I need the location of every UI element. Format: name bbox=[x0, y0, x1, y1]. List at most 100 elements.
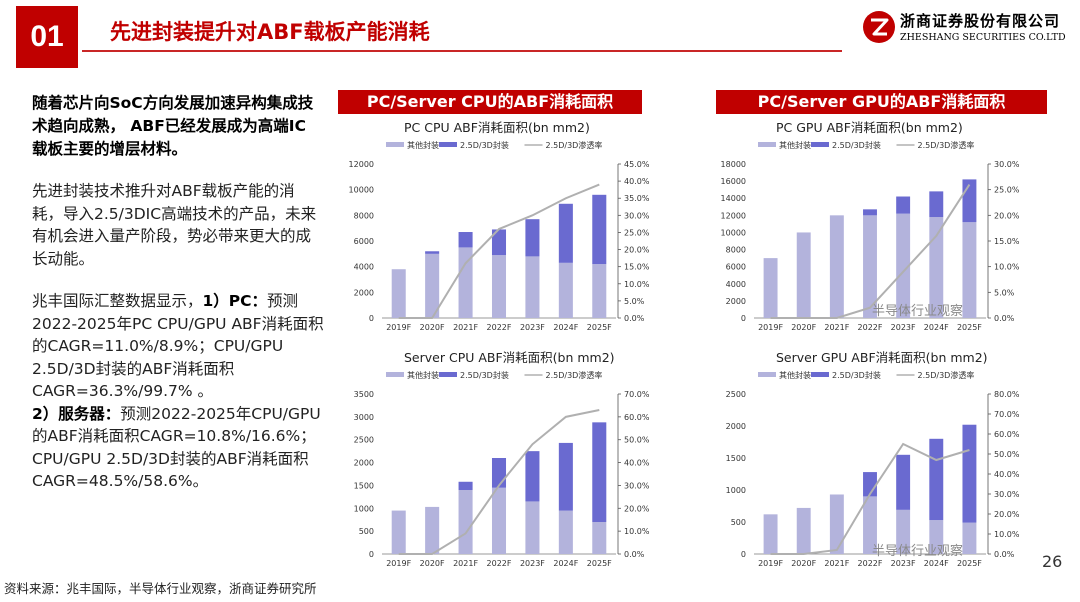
pc-gpu-bar-other-2023F bbox=[896, 213, 911, 318]
pc-cpu-y2tick-6: 30.0% bbox=[624, 211, 650, 220]
server-cpu-chart: Server CPU ABF消耗面积(bn mm2) 其他封装 2.5D/3D封装 2… bbox=[338, 346, 660, 574]
server-cpu-y2tick-4: 40.0% bbox=[624, 459, 650, 468]
pc-gpu-y2tick-4: 20.0% bbox=[994, 211, 1020, 220]
pc-gpu-xtick-2019F: 2019F bbox=[758, 323, 783, 332]
server-gpu-bar-adv-2023F bbox=[896, 454, 911, 510]
pc-cpu-ytick-0: 0 bbox=[369, 314, 374, 323]
server-cpu-svg: Server CPU ABF消耗面积(bn mm2) 其他封装 2.5D/3D封装 2… bbox=[354, 350, 650, 568]
pc-gpu-bar-adv-2024F bbox=[929, 191, 944, 218]
pc-gpu-bar-other-2024F bbox=[929, 217, 944, 318]
pc-cpu-xtick-2023F: 2023F bbox=[520, 323, 545, 332]
server-gpu-svg: Server GPU ABF消耗面积(bn mm2) 其他封装 2.5D/3D封装 2… bbox=[726, 350, 1020, 568]
server-cpu-y2tick-7: 70.0% bbox=[624, 390, 650, 399]
slide-number: 01 bbox=[16, 6, 78, 68]
pc-cpu-bar-other-2025F bbox=[592, 264, 607, 318]
pc-cpu-y2tick-9: 45.0% bbox=[624, 160, 650, 169]
server-cpu-bar-other-2021F bbox=[458, 490, 473, 554]
pc-cpu-bar-other-2020F bbox=[425, 253, 440, 318]
server-cpu-y2tick-2: 20.0% bbox=[624, 504, 650, 513]
server-gpu-xtick-2021F: 2021F bbox=[824, 559, 849, 568]
company-logo: 浙商证券股份有限公司 ZHESHANG SECURITIES CO.LTD bbox=[862, 8, 1066, 48]
server-gpu-y2tick-7: 70.0% bbox=[994, 410, 1020, 419]
server-cpu-ytick-0: 0 bbox=[369, 550, 374, 559]
pc-cpu-bar-adv-2025F bbox=[592, 194, 607, 265]
pc-gpu-bar-adv-2023F bbox=[896, 196, 911, 214]
pc-gpu-bar-other-2021F bbox=[829, 215, 844, 318]
data-paragraph: 兆丰国际汇整数据显示，1）PC：预测2022-2025年PC CPU/GPU A… bbox=[32, 290, 326, 493]
pc-cpu-chart: PC CPU ABF消耗面积(bn mm2) 其他封装 2.5D/3D封装 2.5D/… bbox=[338, 116, 660, 338]
server-gpu-legend-label-1: 2.5D/3D封装 bbox=[832, 370, 881, 380]
server-text: 预测2022-2025年CPU/GPU的ABF消耗面积CAGR=10.8%/16… bbox=[32, 404, 321, 491]
server-gpu-xtick-2020F: 2020F bbox=[791, 559, 816, 568]
pc-cpu-penetration-line bbox=[398, 183, 600, 319]
server-cpu-bar-adv-2021F bbox=[458, 481, 473, 490]
pc-gpu-ytick-3: 6000 bbox=[726, 263, 746, 272]
pc-cpu-legend-label-2: 2.5D/3D渗透率 bbox=[546, 140, 603, 150]
pc-cpu-xtick-2024F: 2024F bbox=[553, 323, 578, 332]
pc-gpu-ytick-2: 4000 bbox=[726, 280, 746, 289]
source-note: 资料来源：兆丰国际，半导体行业观察，浙商证券研究所 bbox=[4, 581, 317, 596]
pc-gpu-ytick-1: 2000 bbox=[726, 297, 746, 306]
pc-gpu-y2tick-6: 30.0% bbox=[994, 160, 1020, 169]
watermark-top: 半导体行业观察 bbox=[872, 304, 964, 319]
pc-cpu-bar-adv-2020F bbox=[425, 251, 440, 254]
pc-gpu-bar-other-2025F bbox=[962, 222, 977, 318]
server-cpu-y2tick-1: 10.0% bbox=[624, 527, 650, 536]
server-gpu-y2tick-1: 10.0% bbox=[994, 530, 1020, 539]
server-cpu-xtick-2023F: 2023F bbox=[520, 559, 545, 568]
logo-chinese-name: 浙商证券股份有限公司 bbox=[900, 12, 1061, 30]
server-label: 2）服务器： bbox=[32, 404, 121, 423]
server-cpu-bar-adv-2023F bbox=[525, 451, 540, 502]
pc-cpu-xtick-2020F: 2020F bbox=[420, 323, 445, 332]
server-cpu-title: Server CPU ABF消耗面积(bn mm2) bbox=[404, 350, 615, 365]
pc-gpu-xtick-2022F: 2022F bbox=[858, 323, 883, 332]
pc-gpu-ytick-0: 0 bbox=[741, 314, 746, 323]
pc-gpu-legend-label-1: 2.5D/3D封装 bbox=[832, 140, 881, 150]
key-point-text: 随着芯片向SoC方向发展加速异构集成技术趋向成熟， ABF已经发展成为高端IC载… bbox=[32, 94, 314, 158]
pc-cpu-ytick-1: 2000 bbox=[354, 288, 374, 297]
server-cpu-bar-adv-2025F bbox=[592, 422, 607, 522]
gpu-section-banner: PC/Server GPU的ABF消耗面积 bbox=[716, 90, 1047, 114]
server-gpu-bar-other-2024F bbox=[929, 520, 944, 554]
pc-cpu-y2tick-5: 25.0% bbox=[624, 228, 650, 237]
zheshang-logo-icon bbox=[863, 11, 895, 43]
server-gpu-bar-other-2019F bbox=[763, 514, 778, 554]
server-cpu-bar-other-2025F bbox=[592, 522, 607, 554]
pc-cpu-bar-other-2021F bbox=[458, 247, 473, 318]
pc-cpu-ytick-2: 4000 bbox=[354, 263, 374, 272]
pc-cpu-y2tick-2: 10.0% bbox=[624, 280, 650, 289]
server-gpu-chart: Server GPU ABF消耗面积(bn mm2) 其他封装 2.5D/3D封装 2… bbox=[710, 346, 1030, 574]
server-cpu-y2tick-0: 0.0% bbox=[624, 550, 645, 559]
pc-gpu-bar-adv-2022F bbox=[863, 209, 877, 216]
server-cpu-legend-swatch-1 bbox=[439, 372, 457, 377]
pc-cpu-xtick-2022F: 2022F bbox=[487, 323, 512, 332]
server-gpu-ytick-5: 2500 bbox=[726, 390, 746, 399]
server-cpu-bar-other-2019F bbox=[391, 510, 406, 554]
server-gpu-ytick-2: 1000 bbox=[726, 486, 746, 495]
server-cpu-xtick-2019F: 2019F bbox=[386, 559, 411, 568]
server-cpu-y2tick-5: 50.0% bbox=[624, 436, 650, 445]
server-cpu-bar-other-2022F bbox=[491, 487, 507, 554]
pc-cpu-title: PC CPU ABF消耗面积(bn mm2) bbox=[404, 120, 590, 135]
pc-gpu-bar-other-2020F bbox=[796, 232, 811, 318]
pc-cpu-bar-other-2022F bbox=[491, 255, 507, 318]
server-gpu-ytick-0: 0 bbox=[741, 550, 746, 559]
pc-cpu-bar-other-2024F bbox=[558, 262, 573, 318]
data-intro: 兆丰国际汇整数据显示， bbox=[32, 292, 203, 310]
pc-gpu-ytick-5: 10000 bbox=[721, 228, 746, 237]
server-cpu-ytick-4: 2000 bbox=[354, 459, 374, 468]
watermark-bottom: 半导体行业观察 bbox=[872, 544, 964, 559]
pc-gpu-y2tick-2: 10.0% bbox=[994, 263, 1020, 272]
pc-cpu-xtick-2019F: 2019F bbox=[386, 323, 411, 332]
logo-english-name: ZHESHANG SECURITIES CO.LTD bbox=[900, 32, 1066, 43]
pc-cpu-bar-other-2019F bbox=[391, 269, 406, 318]
pc-gpu-bar-other-2022F bbox=[863, 215, 877, 318]
pc-cpu-ytick-3: 6000 bbox=[354, 237, 374, 246]
pc-cpu-legend-swatch-0 bbox=[386, 142, 404, 147]
server-cpu-xtick-2021F: 2021F bbox=[453, 559, 478, 568]
server-cpu-legend-label-1: 2.5D/3D封装 bbox=[460, 370, 509, 380]
server-cpu-bar-other-2020F bbox=[425, 506, 440, 554]
server-gpu-y2tick-8: 80.0% bbox=[994, 390, 1020, 399]
body-paragraph: 先进封装技术推升对ABF载板产能的消耗，导入2.5/3DIC高端技术的产品，未来… bbox=[32, 182, 317, 268]
server-gpu-legend-label-0: 其他封装 bbox=[779, 370, 811, 380]
